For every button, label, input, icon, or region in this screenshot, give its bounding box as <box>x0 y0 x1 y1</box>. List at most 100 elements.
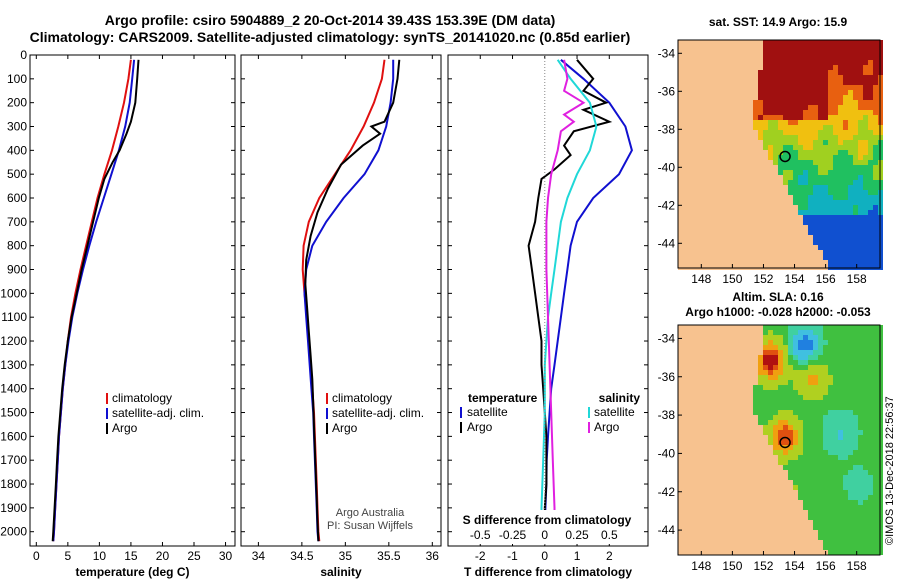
map-cell <box>748 240 753 245</box>
y-tick-label: 800 <box>7 239 27 253</box>
map-cell <box>713 440 718 445</box>
map-cell <box>678 125 683 130</box>
map-cell <box>793 210 798 215</box>
map-cell <box>763 535 768 540</box>
map-cell <box>753 350 758 355</box>
map-cell <box>818 415 823 420</box>
x-tick-label: 30 <box>219 549 233 563</box>
map-cell <box>723 525 728 530</box>
map-cell <box>773 410 778 415</box>
map-cell <box>873 545 878 550</box>
map-cell <box>683 260 688 265</box>
map-cell <box>793 505 798 510</box>
map-cell <box>843 70 848 75</box>
map-cell <box>768 405 773 410</box>
map-cell <box>868 390 873 395</box>
map-cell <box>793 500 798 505</box>
map-cell <box>823 55 828 60</box>
map-cell <box>733 385 738 390</box>
map-cell <box>778 510 783 515</box>
map-cell <box>753 535 758 540</box>
map-cell <box>873 90 878 95</box>
map-cell <box>758 80 763 85</box>
map-cell <box>788 430 793 435</box>
map-cell <box>763 540 768 545</box>
map-cell <box>708 130 713 135</box>
map-cell <box>688 235 693 240</box>
map-cell <box>763 200 768 205</box>
map-cell <box>718 200 723 205</box>
map-cell <box>873 165 878 170</box>
map-cell <box>808 40 813 45</box>
map-cell <box>803 405 808 410</box>
map-cell <box>823 65 828 70</box>
map-cell <box>753 155 758 160</box>
y-tick-label: 1900 <box>0 501 27 515</box>
map-cell <box>698 475 703 480</box>
map-cell <box>833 85 838 90</box>
map-cell <box>808 520 813 525</box>
map-cell <box>693 365 698 370</box>
map-cell <box>823 100 828 105</box>
map-cell <box>768 455 773 460</box>
map-cell <box>848 250 853 255</box>
map-cell <box>823 485 828 490</box>
map-cell <box>788 235 793 240</box>
map-cell <box>683 170 688 175</box>
map-cell <box>683 420 688 425</box>
map-cell <box>788 55 793 60</box>
map-cell <box>833 515 838 520</box>
map-cell <box>753 220 758 225</box>
map-cell <box>853 420 858 425</box>
map-cell <box>768 520 773 525</box>
map-cell <box>728 545 733 550</box>
map-cell <box>793 70 798 75</box>
map-cell <box>858 160 863 165</box>
map-cell <box>743 420 748 425</box>
map-cell <box>828 535 833 540</box>
map-cell <box>678 535 683 540</box>
map-cell <box>698 95 703 100</box>
map-cell <box>783 45 788 50</box>
map-cell <box>853 55 858 60</box>
map-cell <box>853 180 858 185</box>
map-cell <box>853 400 858 405</box>
map-cell <box>723 40 728 45</box>
map-cell <box>728 550 733 555</box>
map-cell <box>823 145 828 150</box>
map-cell <box>688 405 693 410</box>
map-cell <box>853 80 858 85</box>
map-cell <box>863 205 868 210</box>
map-cell <box>688 425 693 430</box>
map-cell <box>743 75 748 80</box>
map-cell <box>823 70 828 75</box>
map-cell <box>838 445 843 450</box>
map-cell <box>848 45 853 50</box>
map-cell <box>808 205 813 210</box>
map-cell <box>808 260 813 265</box>
map-cell <box>718 400 723 405</box>
map-cell <box>868 420 873 425</box>
map-cell <box>873 130 878 135</box>
map-cell <box>808 395 813 400</box>
map-cell <box>813 360 818 365</box>
map-cell <box>758 175 763 180</box>
map-cell <box>793 160 798 165</box>
map-cell <box>853 140 858 145</box>
map-cell <box>723 160 728 165</box>
map-cell <box>848 500 853 505</box>
map-cell <box>713 100 718 105</box>
map-cell <box>763 410 768 415</box>
map-cell <box>858 550 863 555</box>
map-cell <box>868 220 873 225</box>
map-cell <box>738 45 743 50</box>
map-cell <box>683 485 688 490</box>
map-cell <box>678 460 683 465</box>
map-cell <box>833 400 838 405</box>
map-cell <box>858 125 863 130</box>
map-cell <box>828 230 833 235</box>
map-cell <box>863 255 868 260</box>
map-cell <box>858 230 863 235</box>
map-cell <box>748 80 753 85</box>
map-cell <box>728 460 733 465</box>
